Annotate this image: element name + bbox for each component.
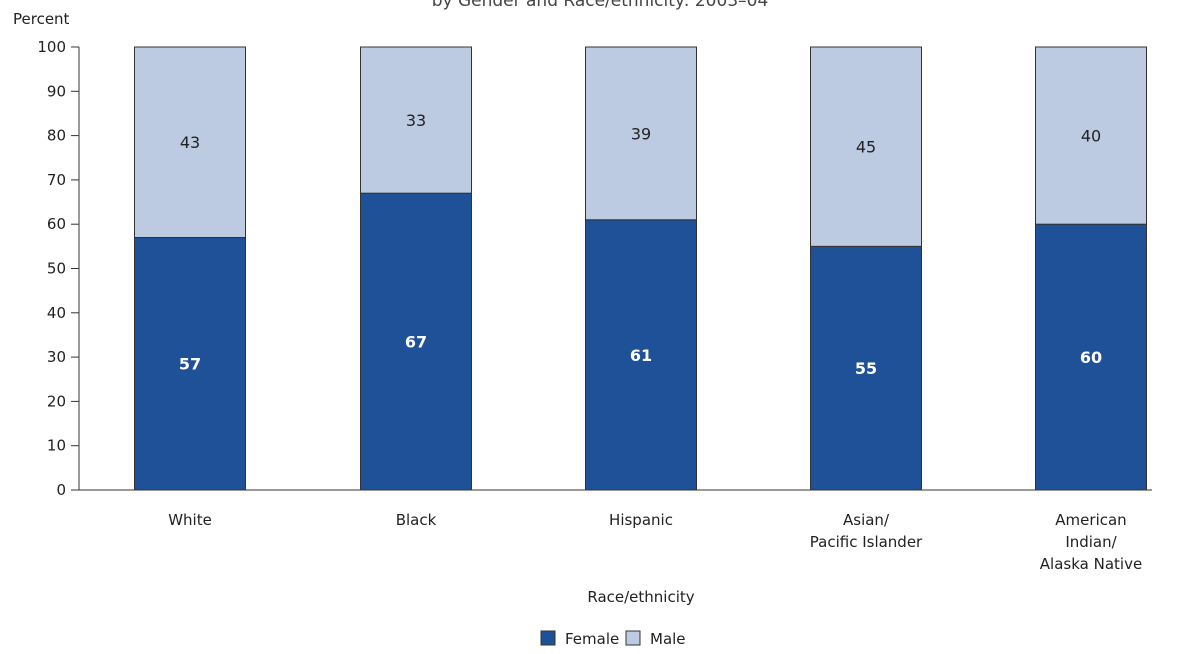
bar-female [810, 245, 922, 491]
x-tick-label: Hispanic [609, 511, 673, 529]
y-tick-label: 10 [47, 437, 66, 455]
bar-male [585, 46, 697, 221]
y-tick-label: 100 [37, 38, 66, 56]
x-tick-label: Asian/Pacific Islander [810, 511, 923, 551]
y-tick-label: 90 [47, 82, 66, 100]
data-label-male: 33 [406, 111, 426, 130]
y-tick-label: 80 [47, 127, 66, 145]
data-label-female: 55 [855, 359, 877, 378]
legend-label: Male [650, 630, 686, 648]
y-tick-label: 20 [47, 392, 66, 410]
bar-male [1035, 46, 1147, 225]
bar-female [134, 236, 246, 491]
data-label-male: 40 [1081, 127, 1101, 146]
y-axis-title: Percent [13, 10, 70, 28]
bar-male [810, 46, 922, 247]
x-tick-label: American Indian/Alaska Native [1040, 511, 1142, 573]
bars: 57 43 67 33 61 39 55 45 60 40 [134, 46, 1147, 491]
category-labels: White Black Hispanic Asian/Pacific Islander… [168, 511, 1142, 573]
bar-male [134, 46, 246, 238]
chart-title: by Gender and Race/ethnicity: 2003–04 [432, 0, 769, 11]
bar-female [1035, 223, 1147, 491]
y-tick-label: 50 [47, 260, 66, 278]
x-tick-label: Black [396, 511, 437, 529]
y-axis-ticks: 0 10 20 30 40 50 60 70 80 90 100 [37, 38, 79, 499]
x-axis-title: Race/ethnicity [587, 588, 694, 606]
legend-swatch [540, 630, 556, 646]
x-tick-label: White [168, 511, 212, 529]
data-label-female: 60 [1080, 348, 1102, 367]
y-tick-label: 30 [47, 348, 66, 366]
y-tick-label: 40 [47, 304, 66, 322]
bar-female [360, 192, 472, 491]
data-label-male: 43 [180, 133, 200, 152]
legend-swatch [625, 630, 641, 646]
bar-male [360, 46, 472, 194]
data-label-male: 45 [856, 138, 876, 157]
y-tick-label: 0 [56, 481, 66, 499]
y-tick-label: 70 [47, 171, 66, 189]
legend: Female Male [540, 630, 686, 648]
data-label-female: 61 [630, 346, 652, 365]
y-tick-label: 60 [47, 215, 66, 233]
data-label-male: 39 [631, 124, 651, 143]
bar-female [585, 219, 697, 491]
legend-label: Female [565, 630, 619, 648]
data-label-female: 57 [179, 355, 201, 374]
data-label-female: 67 [405, 333, 427, 352]
